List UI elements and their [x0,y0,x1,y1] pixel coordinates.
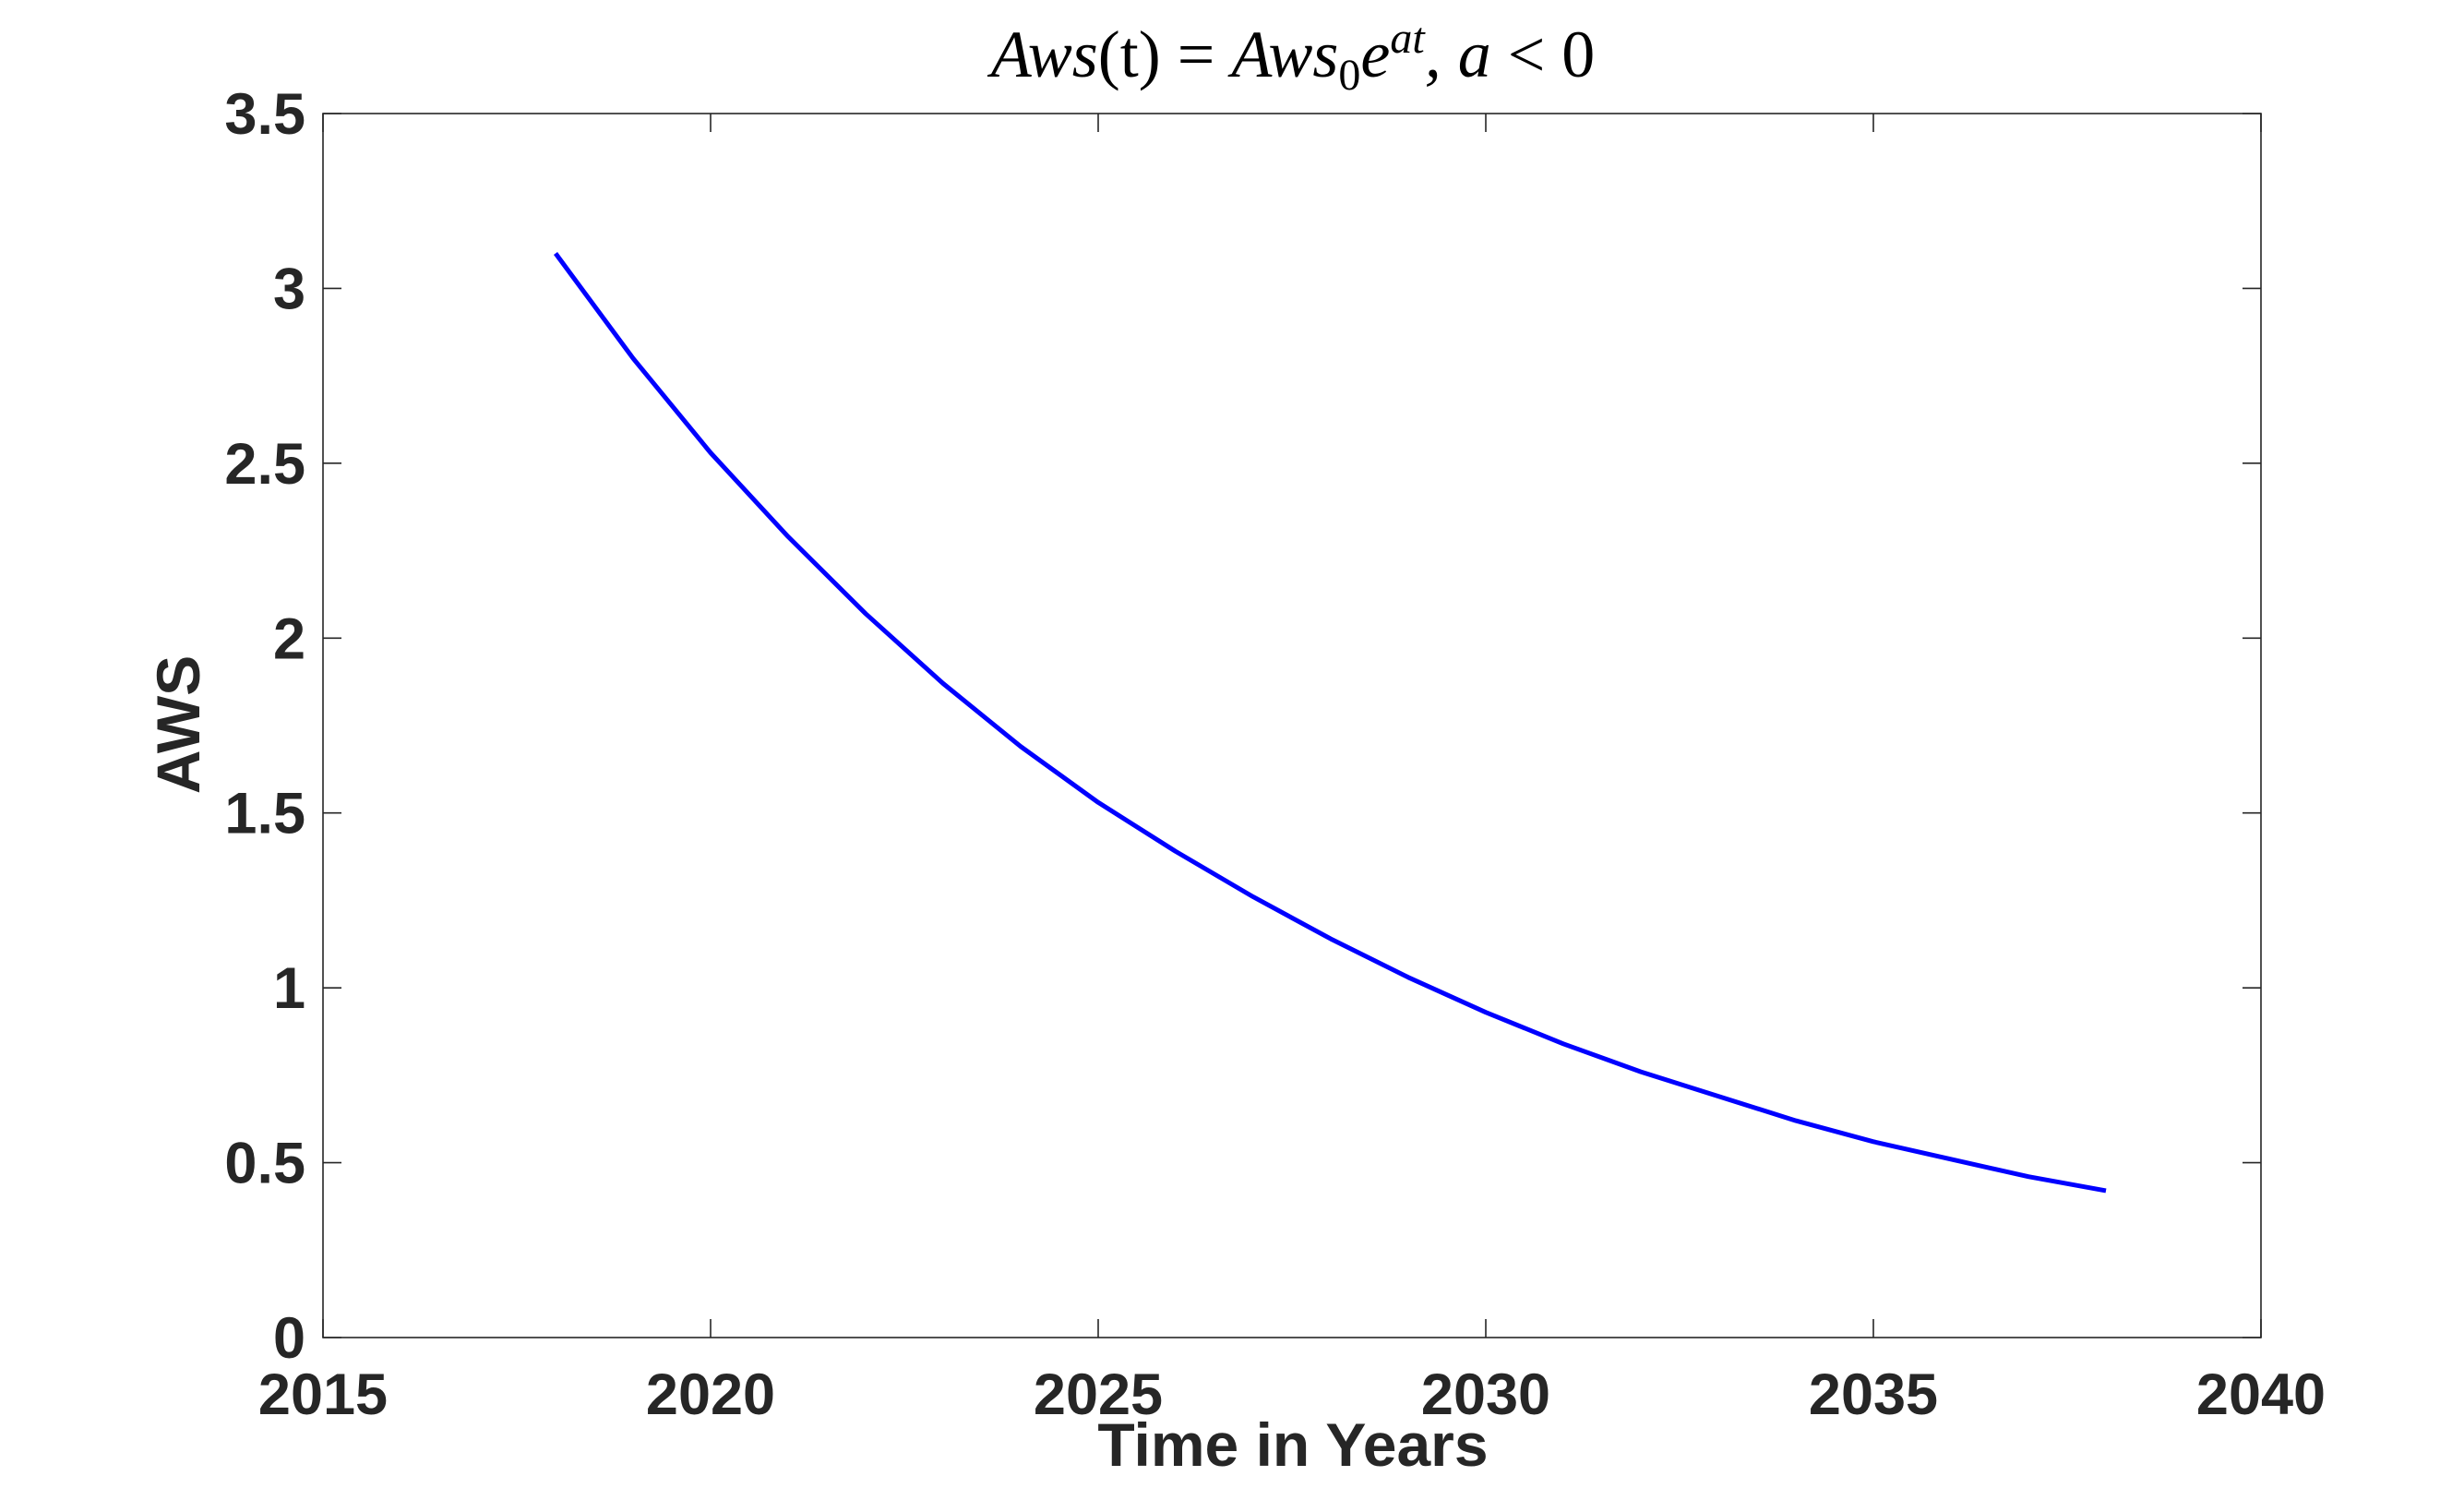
x-tick-label: 2025 [1034,1362,1163,1427]
title-args: (t) = [1098,18,1232,91]
title-base: e [1360,18,1390,91]
title-prefix: Aws [987,18,1098,91]
axes-box [322,113,2262,1338]
y-tick-label: 3 [273,257,305,321]
y-tick-label: 1 [273,956,305,1021]
y-tick-label: 2 [273,606,305,671]
title-sub: 0 [1338,51,1360,100]
x-tick-label: 2030 [1421,1362,1550,1427]
title-suffix-rel: < 0 [1491,18,1596,91]
x-tick-label: 2015 [258,1362,388,1427]
y-tick-label: 2.5 [224,432,305,497]
title-mid: Aws [1227,18,1338,91]
y-axis-label: AWS [144,655,212,794]
y-tick-label: 1.5 [224,782,305,846]
title-sup: at [1390,14,1426,63]
y-tick-label: 0.5 [224,1132,305,1196]
x-tick-label: 2040 [2196,1362,2326,1427]
y-tick-label: 3.5 [224,82,305,147]
x-tick-label: 2035 [1809,1362,1938,1427]
x-tick-label: 2020 [646,1362,775,1427]
x-axis-label: Time in Years [1097,1410,1488,1479]
title-suffix-var: , a [1425,18,1491,91]
y-tick-label: 0 [273,1306,305,1371]
series-line-1 [553,252,2107,1194]
plot-area: 2015 2020 2025 2030 2035 2040 0 0.5 1 1.5 2 2.5 3 3.5 [224,82,2326,1427]
chart-title: Aws(t) = Aws0eat, a < 0 [987,14,1596,100]
